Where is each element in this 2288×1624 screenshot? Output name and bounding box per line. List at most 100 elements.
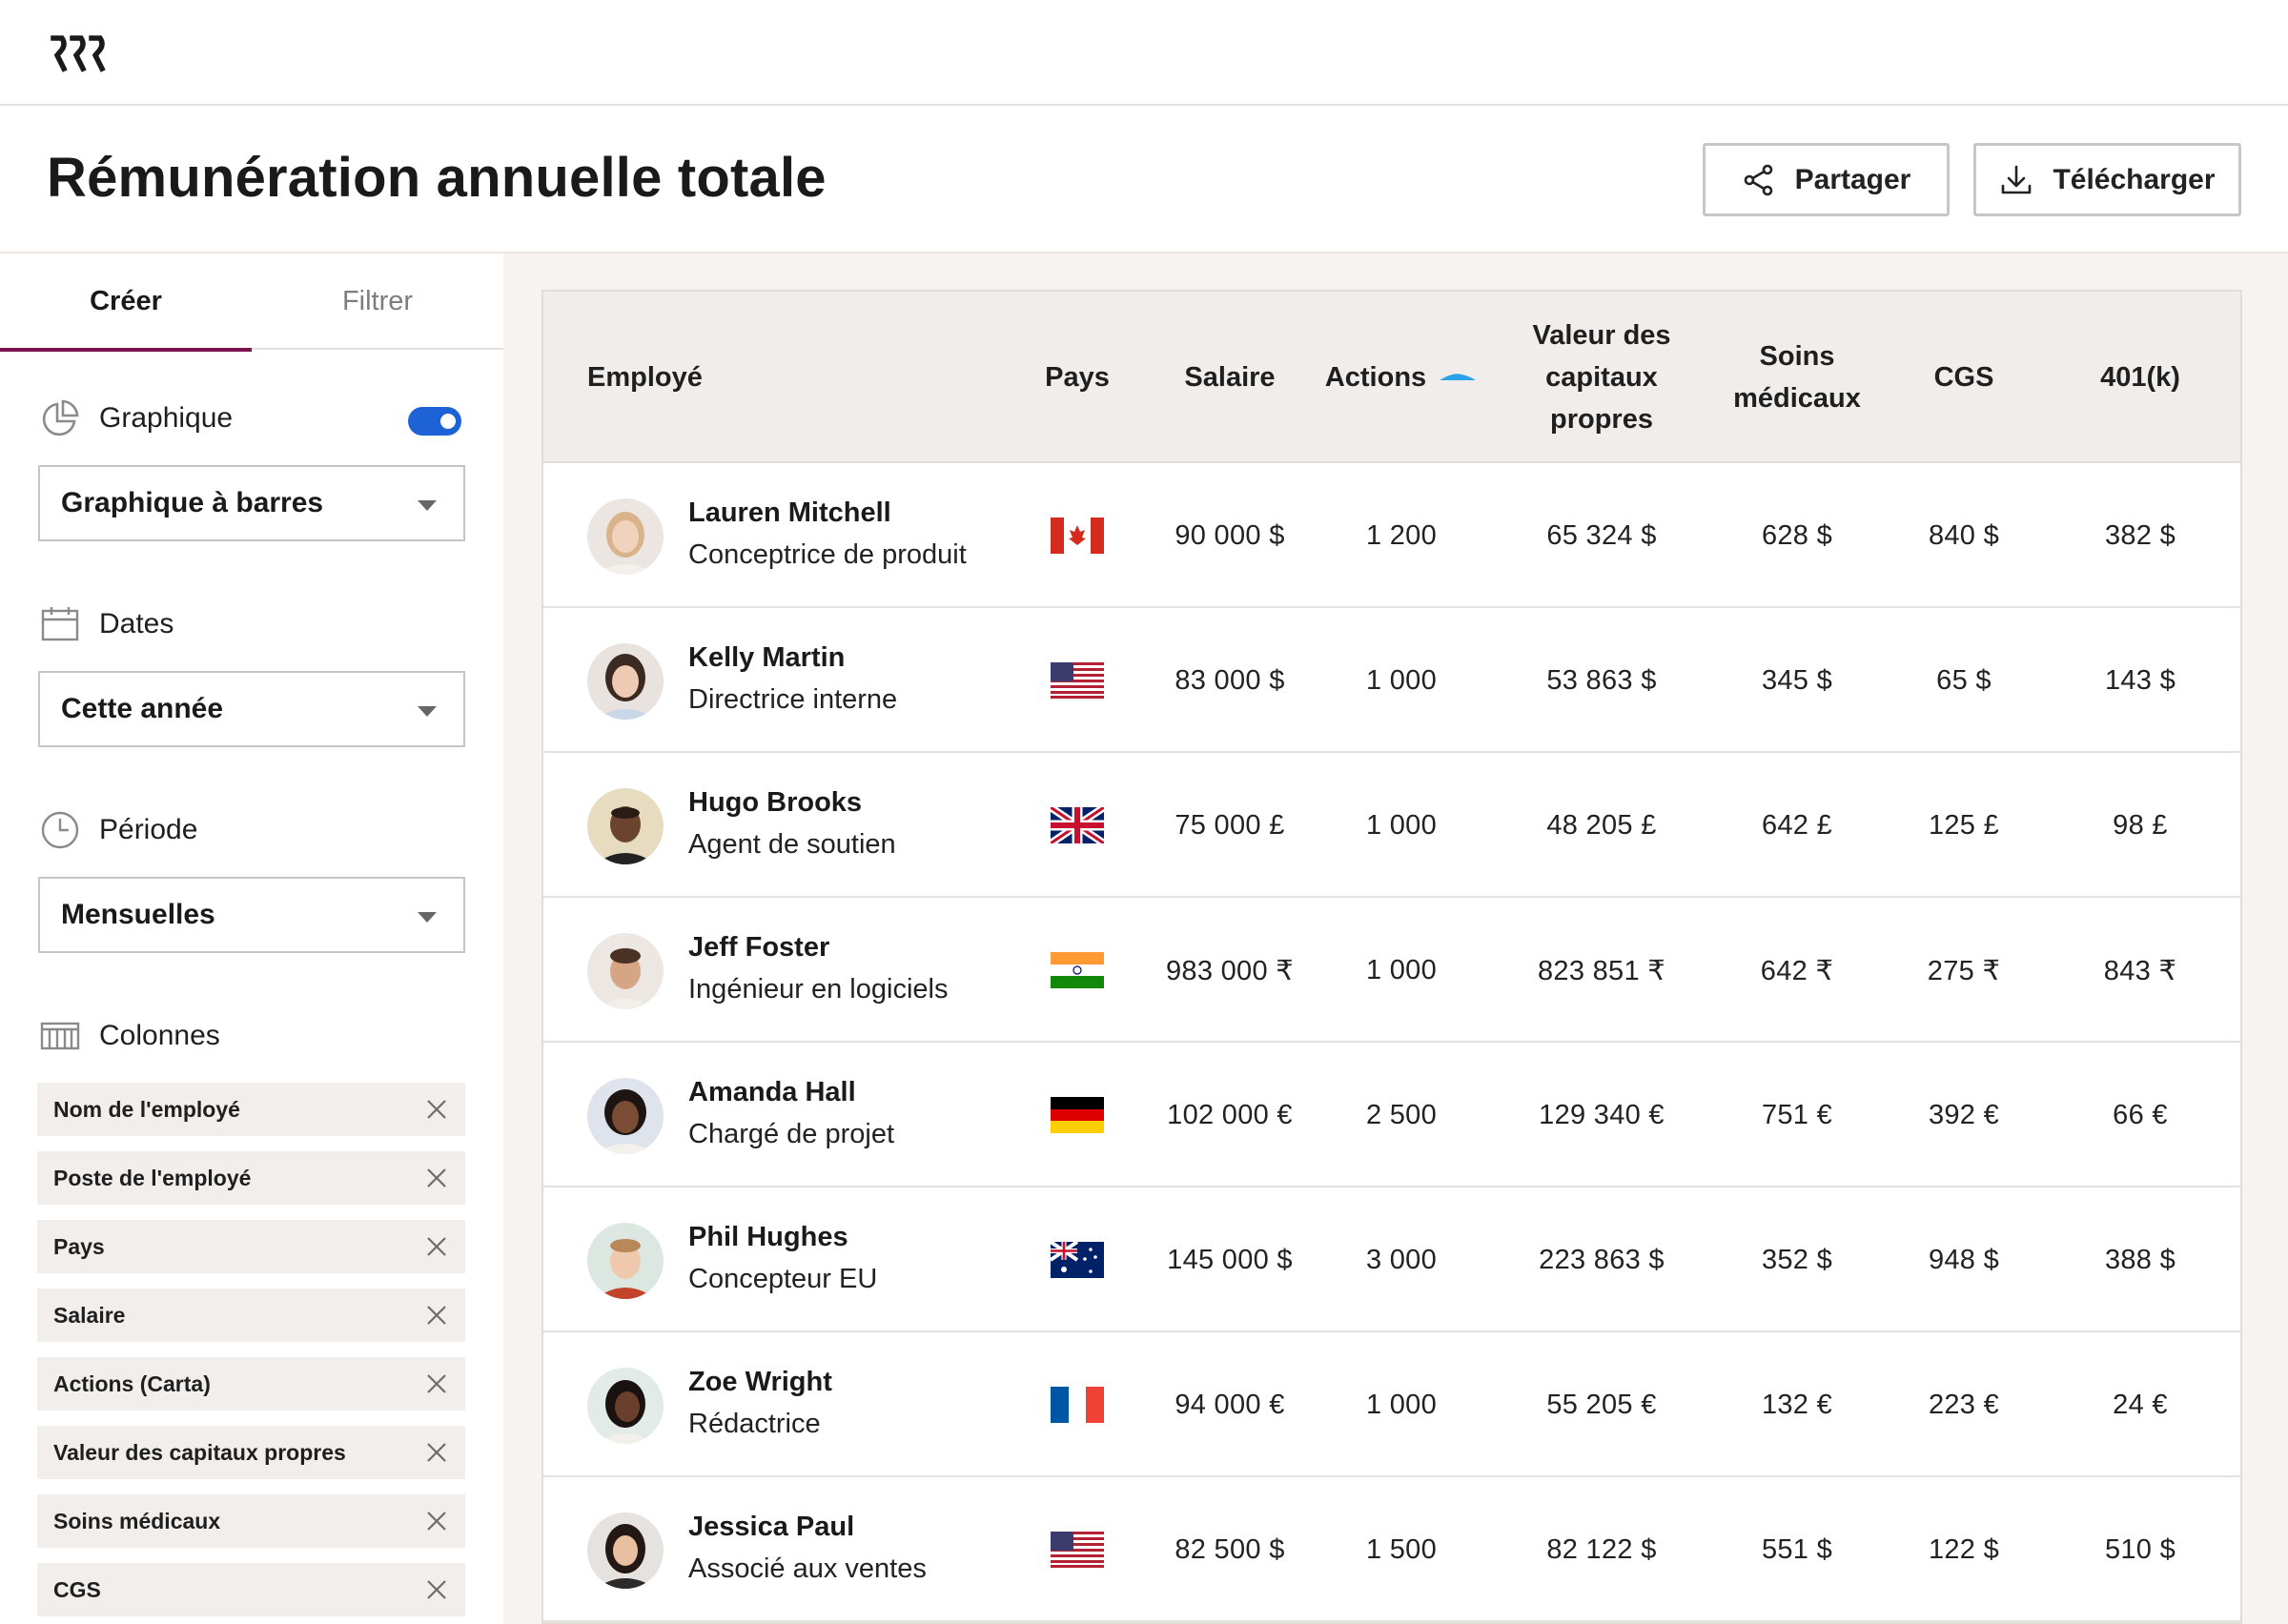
actions-cell: 3 000: [1365, 1244, 1438, 1275]
france-flag-icon: [1051, 1387, 1104, 1423]
share-button[interactable]: Partager: [1703, 143, 1950, 216]
tab-create[interactable]: Créer: [0, 254, 252, 352]
col-header-equity-line: Valeur des: [1532, 320, 1671, 351]
share-icon: [1744, 164, 1772, 195]
close-icon[interactable]: [425, 1372, 448, 1395]
chart-type-select[interactable]: Graphique à barres: [38, 465, 465, 541]
dates-select[interactable]: Cette année: [38, 671, 465, 747]
period-section-label: Période: [40, 810, 197, 850]
actions-cell: 1 000: [1365, 664, 1438, 696]
actions-cell: 1 200: [1365, 519, 1438, 551]
chart-toggle[interactable]: [408, 407, 461, 436]
table-row[interactable]: Lauren Mitchell Conceptrice de produit 9…: [543, 463, 2240, 608]
col-header-cgs[interactable]: CGS: [1933, 362, 1994, 393]
table-columns-icon: [40, 1022, 80, 1050]
col-header-medical[interactable]: Soins médicaux: [1716, 292, 1878, 463]
close-icon[interactable]: [425, 1167, 448, 1189]
brand-logo-icon[interactable]: [50, 34, 107, 72]
columns-section-label: Colonnes: [40, 1016, 220, 1056]
salary-cell: 145 000 $: [1167, 1244, 1293, 1275]
salary-cell: 83 000 $: [1175, 664, 1285, 696]
table-row[interactable]: Zoe Wright Rédactrice 94 000 € 1 000 55 …: [543, 1332, 2240, 1477]
close-icon[interactable]: [425, 1304, 448, 1327]
actions-cell: 1 000: [1365, 954, 1438, 985]
col-header-401k[interactable]: 401(k): [2100, 362, 2180, 393]
employee-role: Chargé de projet: [688, 1119, 895, 1149]
401k-cell: 843 ₹: [2103, 955, 2177, 986]
column-chip-label: Salaire: [53, 1302, 126, 1328]
close-icon[interactable]: [425, 1235, 448, 1258]
avatar: [587, 1223, 664, 1299]
table-row[interactable]: Jessica Paul Associé aux ventes 82 500 $…: [543, 1477, 2240, 1622]
chevron-down-icon: [418, 912, 437, 923]
compensation-table: Employé Pays Salaire Actions Valeur des …: [541, 290, 2242, 1624]
col-header-employee[interactable]: Employé: [587, 362, 703, 393]
column-chip: Valeur des capitaux propres: [37, 1426, 465, 1479]
actions-cell: 1 500: [1365, 1533, 1438, 1565]
salary-cell: 983 000 ₹: [1165, 955, 1295, 986]
column-chip-label: Valeur des capitaux propres: [53, 1439, 346, 1465]
salary-cell: 90 000 $: [1175, 519, 1285, 551]
sort-indicator-icon[interactable]: [1438, 369, 1478, 386]
col-header-actions[interactable]: Actions: [1306, 292, 1497, 463]
calendar-icon: [41, 607, 79, 641]
pie-chart-icon: [42, 399, 79, 436]
share-button-label: Partager: [1794, 163, 1911, 195]
close-icon[interactable]: [425, 1578, 448, 1601]
chart-label: Graphique: [99, 402, 234, 434]
avatar: [587, 1078, 664, 1154]
table-header: Employé Pays Salaire Actions Valeur des …: [543, 292, 2240, 463]
column-chip-label: Poste de l'employé: [53, 1165, 252, 1190]
medical-cell: 751 €: [1761, 1099, 1833, 1130]
equity-cell: 82 122 $: [1546, 1533, 1657, 1565]
close-icon[interactable]: [425, 1441, 448, 1464]
employee-role: Agent de soutien: [688, 829, 896, 860]
cgs-cell: 392 €: [1928, 1099, 2000, 1130]
employee-name: Phil Hughes: [688, 1222, 848, 1252]
germany-flag-icon: [1051, 1097, 1104, 1133]
table-row[interactable]: Hugo Brooks Agent de soutien 75 000 £ 1 …: [543, 753, 2240, 898]
close-icon[interactable]: [425, 1510, 448, 1533]
columns-label: Colonnes: [99, 1020, 220, 1051]
download-button[interactable]: Télécharger: [1973, 143, 2241, 216]
employee-role: Concepteur EU: [688, 1264, 878, 1294]
chart-type-value: Graphique à barres: [61, 487, 324, 518]
period-value: Mensuelles: [61, 899, 215, 930]
page-header: Rémunération annuelle totale Partager Té…: [0, 106, 2288, 254]
settings-sidebar: Créer Filtrer Graphique Graphique à barr…: [0, 254, 503, 1624]
employee-name: Hugo Brooks: [688, 787, 863, 818]
chevron-down-icon: [418, 706, 437, 717]
employee-name: Jeff Foster: [688, 932, 830, 963]
col-header-country[interactable]: Pays: [1045, 362, 1110, 393]
column-chip: Pays: [37, 1220, 465, 1273]
table-row[interactable]: Amanda Hall Chargé de projet 102 000 € 2…: [543, 1043, 2240, 1188]
medical-cell: 132 €: [1761, 1389, 1833, 1420]
table-row[interactable]: Kelly Martin Directrice interne 83 000 $…: [543, 608, 2240, 753]
close-icon[interactable]: [425, 1098, 448, 1121]
col-header-equity[interactable]: Valeur des capitaux propres: [1506, 292, 1697, 463]
table-row[interactable]: Phil Hughes Concepteur EU 145 000 $ 3 00…: [543, 1188, 2240, 1332]
equity-cell: 223 863 $: [1539, 1244, 1665, 1275]
employee-name: Lauren Mitchell: [688, 497, 891, 528]
employee-name: Kelly Martin: [688, 642, 846, 673]
401k-cell: 388 $: [2104, 1244, 2176, 1275]
usa-flag-icon: [1051, 662, 1104, 699]
clock-icon: [41, 811, 79, 849]
sidebar-tabs: Créer Filtrer: [0, 254, 503, 352]
avatar: [587, 1368, 664, 1444]
actions-cell: 1 000: [1365, 809, 1438, 841]
table-row[interactable]: Jeff Foster Ingénieur en logiciels 983 0…: [543, 898, 2240, 1043]
401k-cell: 66 €: [2113, 1099, 2168, 1130]
col-header-equity-line: propres: [1550, 404, 1653, 435]
medical-cell: 642 £: [1761, 809, 1833, 841]
chart-section-label: Graphique: [40, 398, 233, 438]
col-header-salary[interactable]: Salaire: [1184, 362, 1276, 393]
equity-cell: 48 205 £: [1546, 809, 1657, 841]
tab-filter[interactable]: Filtrer: [341, 286, 414, 316]
medical-cell: 642 ₹: [1760, 955, 1834, 986]
column-chip: Actions (Carta): [37, 1357, 465, 1411]
medical-cell: 551 $: [1761, 1533, 1833, 1565]
australia-flag-icon: [1051, 1242, 1104, 1278]
period-select[interactable]: Mensuelles: [38, 877, 465, 953]
avatar: [587, 643, 664, 720]
